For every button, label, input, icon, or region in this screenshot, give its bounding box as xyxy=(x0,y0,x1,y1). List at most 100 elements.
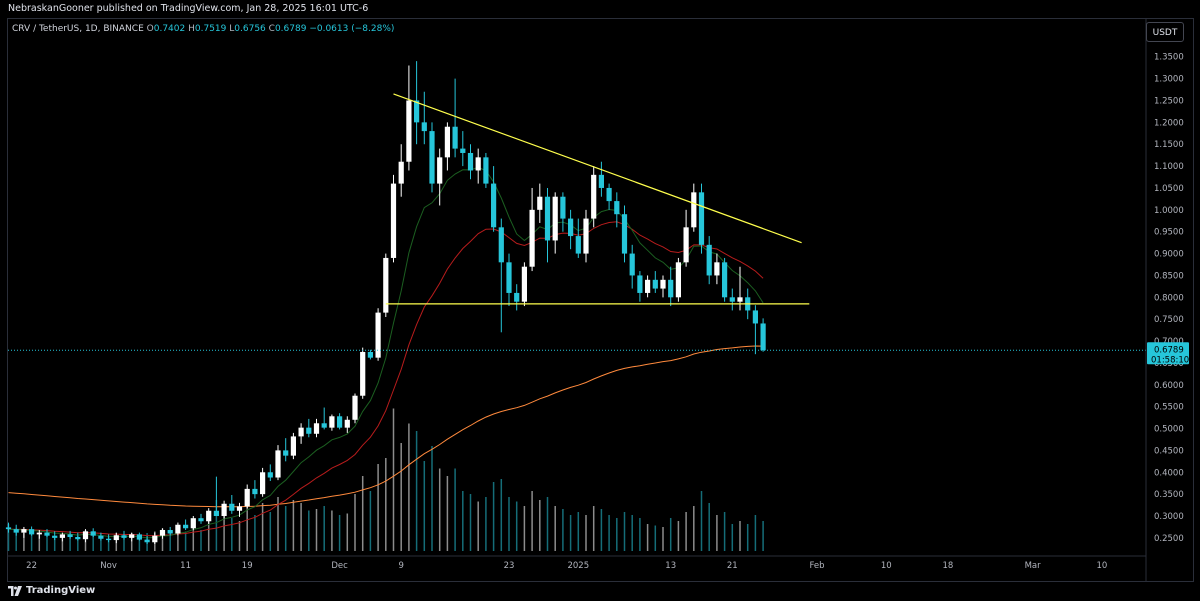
candle xyxy=(598,161,604,197)
candle-body xyxy=(82,531,89,540)
candle-body xyxy=(652,279,658,289)
volume-bar xyxy=(184,531,187,551)
time-axis[interactable]: 22 Nov 11 19 Dec 9 23 2025 13 21 Feb 10 18 Mar 10 xyxy=(8,555,1146,571)
volume-bar xyxy=(100,534,102,551)
candle xyxy=(190,516,196,531)
candle xyxy=(629,244,635,289)
candle-body xyxy=(383,257,389,313)
volume-bar xyxy=(238,521,241,551)
price-tick-label: 0.5500 xyxy=(1154,403,1184,413)
candle-body xyxy=(252,488,258,495)
price-tick-label: 0.6000 xyxy=(1154,381,1184,391)
time-tick-label: 19 xyxy=(242,561,253,571)
candle-body xyxy=(229,503,235,511)
candle-body xyxy=(113,535,119,541)
candle-body xyxy=(13,529,19,533)
candle xyxy=(621,205,628,263)
tradingview-logo-icon[interactable] xyxy=(8,586,22,596)
candle xyxy=(560,192,566,232)
drawings[interactable] xyxy=(385,93,810,305)
candle-body xyxy=(129,534,135,538)
candle xyxy=(360,347,366,399)
volume-bar xyxy=(246,506,248,551)
candle xyxy=(152,532,158,545)
candle-body xyxy=(537,196,543,210)
volume-bar xyxy=(92,533,94,551)
candle xyxy=(13,524,19,536)
volume-bar xyxy=(377,464,379,551)
candle xyxy=(421,91,427,145)
volume-bar xyxy=(177,527,179,551)
candle xyxy=(429,122,435,193)
volume-bar xyxy=(508,497,510,551)
candle xyxy=(691,183,697,232)
candle xyxy=(106,534,112,543)
candle-body xyxy=(414,100,420,123)
currency-button[interactable]: USDT xyxy=(1146,22,1184,42)
price-chart[interactable]: 1.3500 1.3000 1.2500 1.2000 1.1500 1.1000 1.05… xyxy=(0,0,1200,582)
candle-body xyxy=(444,126,450,158)
ma-200-line xyxy=(8,345,764,508)
candle-body xyxy=(360,351,366,396)
volume-bar xyxy=(346,513,349,551)
volume-bar xyxy=(577,512,580,551)
volume-bar xyxy=(207,521,210,551)
candle xyxy=(59,532,65,542)
candle-body xyxy=(206,510,212,522)
candle-body xyxy=(475,157,481,171)
volume-bar xyxy=(477,501,479,551)
candle-body xyxy=(691,192,697,228)
candle-body xyxy=(675,262,681,298)
candle xyxy=(52,531,58,541)
candle-body xyxy=(375,312,381,358)
brand-bar: TradingView xyxy=(0,582,1200,601)
candle-body xyxy=(637,275,643,293)
time-tick-label: 18 xyxy=(942,561,953,571)
volume-bar xyxy=(215,500,218,551)
candle xyxy=(213,476,219,517)
volume-bar xyxy=(61,534,64,551)
candle xyxy=(698,183,705,254)
candle xyxy=(668,266,674,307)
symbol-legend[interactable]: CRV / TetherUS, 1D, BINANCE O0.7402 H0.7… xyxy=(12,24,394,34)
price-tick-label: 0.3500 xyxy=(1154,490,1184,500)
candle xyxy=(491,166,497,232)
candle-body xyxy=(98,535,104,539)
volume-bar xyxy=(354,494,356,551)
candle xyxy=(752,305,758,355)
candle-body xyxy=(660,279,666,289)
volume-bar xyxy=(200,530,202,551)
volume-bar xyxy=(454,468,456,551)
candle xyxy=(614,192,620,228)
candle xyxy=(390,174,397,263)
volume-bar xyxy=(523,506,526,551)
volume-bar xyxy=(431,446,433,551)
candle-body xyxy=(460,148,466,153)
volume-bar xyxy=(277,497,279,551)
price-axis[interactable]: 1.3500 1.3000 1.2500 1.2000 1.1500 1.1000 1.05… xyxy=(1145,18,1184,582)
tradingview-brand-name[interactable]: TradingView xyxy=(26,585,96,596)
volume-bar xyxy=(469,494,472,551)
candle-body xyxy=(236,506,243,511)
volume-bar xyxy=(254,515,256,551)
descending-trendline[interactable] xyxy=(393,93,802,244)
volume-bar xyxy=(231,518,233,551)
candle xyxy=(75,532,81,541)
candle xyxy=(337,413,343,430)
volume-bar xyxy=(46,533,48,551)
candle xyxy=(36,530,42,539)
candle xyxy=(136,532,142,541)
volume-bar xyxy=(492,482,495,551)
candle-body xyxy=(706,244,712,276)
candle xyxy=(275,445,281,481)
volume-bar xyxy=(546,497,549,551)
volume-bar xyxy=(669,518,672,551)
symbol-name[interactable]: CRV / TetherUS, 1D, BINANCE xyxy=(12,24,144,34)
last-price-tag-bg xyxy=(1147,342,1189,365)
candle-body xyxy=(491,183,497,228)
volume-bar xyxy=(300,503,302,551)
candle xyxy=(398,144,404,197)
candle xyxy=(352,393,358,424)
candle xyxy=(244,484,250,509)
candle-body xyxy=(267,472,273,478)
